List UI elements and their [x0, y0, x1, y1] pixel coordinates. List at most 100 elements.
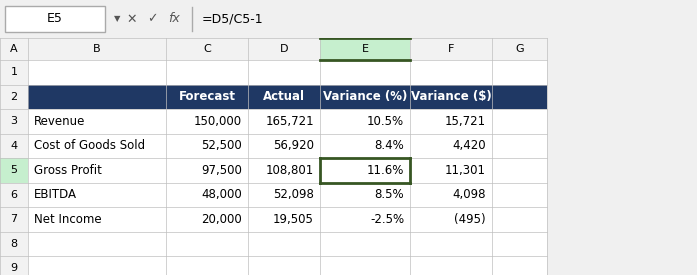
Text: Actual: Actual — [263, 90, 305, 103]
Bar — [28, 133, 166, 158]
Text: ▼: ▼ — [114, 15, 121, 23]
Text: 52,500: 52,500 — [201, 139, 242, 152]
Text: A: A — [10, 44, 18, 54]
Bar — [410, 207, 492, 232]
Text: EBITDA: EBITDA — [34, 188, 77, 201]
Text: G: G — [515, 44, 524, 54]
Bar — [410, 109, 492, 133]
Bar — [492, 207, 547, 232]
Text: 1: 1 — [10, 67, 17, 77]
Text: 150,000: 150,000 — [194, 115, 242, 128]
Text: D: D — [279, 44, 289, 54]
Bar — [28, 60, 166, 84]
Bar — [166, 133, 248, 158]
Bar — [410, 232, 492, 256]
Bar — [410, 84, 492, 109]
Bar — [320, 207, 410, 232]
Bar — [410, 158, 492, 183]
Text: ✓: ✓ — [147, 12, 158, 26]
Text: =D5/C5-1: =D5/C5-1 — [202, 12, 263, 26]
Text: 11.6%: 11.6% — [367, 164, 404, 177]
Bar — [28, 256, 166, 275]
Bar — [320, 38, 410, 60]
Bar — [166, 60, 248, 84]
Bar — [0, 133, 28, 158]
Text: 5: 5 — [10, 165, 17, 175]
Text: ✕: ✕ — [127, 12, 137, 26]
Bar — [410, 60, 492, 84]
Bar — [0, 232, 28, 256]
Bar — [166, 109, 248, 133]
Bar — [248, 256, 320, 275]
Bar — [248, 38, 320, 60]
Bar — [166, 84, 248, 109]
Bar — [248, 109, 320, 133]
Bar — [248, 183, 320, 207]
Bar — [166, 256, 248, 275]
Text: Gross Profit: Gross Profit — [34, 164, 102, 177]
Bar — [410, 38, 492, 60]
Bar — [492, 133, 547, 158]
Bar — [28, 109, 166, 133]
Text: 8.5%: 8.5% — [374, 188, 404, 201]
Bar — [410, 256, 492, 275]
Bar — [28, 183, 166, 207]
Bar — [320, 84, 410, 109]
Bar — [28, 84, 166, 109]
Bar — [410, 133, 492, 158]
Bar — [492, 60, 547, 84]
Bar — [166, 158, 248, 183]
Bar — [492, 38, 547, 60]
Text: F: F — [447, 44, 454, 54]
Bar — [410, 183, 492, 207]
Text: 165,721: 165,721 — [266, 115, 314, 128]
Text: 11,301: 11,301 — [445, 164, 486, 177]
Text: E5: E5 — [47, 12, 63, 26]
Text: 97,500: 97,500 — [201, 164, 242, 177]
Bar — [0, 256, 28, 275]
Bar — [28, 207, 166, 232]
Text: Variance (%): Variance (%) — [323, 90, 407, 103]
Bar — [0, 158, 28, 183]
Bar — [166, 207, 248, 232]
Text: 15,721: 15,721 — [445, 115, 486, 128]
Bar — [248, 133, 320, 158]
Text: 108,801: 108,801 — [266, 164, 314, 177]
Text: 9: 9 — [10, 263, 17, 273]
Bar — [492, 256, 547, 275]
Text: C: C — [203, 44, 211, 54]
Text: 4,420: 4,420 — [452, 139, 486, 152]
Bar — [320, 183, 410, 207]
Text: 20,000: 20,000 — [201, 213, 242, 226]
Bar — [248, 158, 320, 183]
Bar — [492, 183, 547, 207]
Text: Revenue: Revenue — [34, 115, 85, 128]
Bar — [0, 38, 28, 60]
Bar — [320, 60, 410, 84]
Bar — [248, 60, 320, 84]
Bar — [0, 183, 28, 207]
Bar — [248, 232, 320, 256]
Bar — [492, 109, 547, 133]
Text: 8: 8 — [10, 239, 17, 249]
Bar — [492, 84, 547, 109]
Bar — [320, 158, 410, 183]
Bar — [492, 158, 547, 183]
Text: 56,920: 56,920 — [273, 139, 314, 152]
Bar — [166, 38, 248, 60]
Text: Forecast: Forecast — [178, 90, 236, 103]
Bar — [0, 60, 28, 84]
Text: 2: 2 — [10, 92, 17, 102]
Text: 8.4%: 8.4% — [374, 139, 404, 152]
Text: (495): (495) — [454, 213, 486, 226]
Bar — [248, 207, 320, 232]
Bar — [320, 133, 410, 158]
Text: fx: fx — [168, 12, 180, 26]
Bar — [28, 232, 166, 256]
FancyBboxPatch shape — [5, 6, 105, 32]
Bar — [28, 158, 166, 183]
Text: 7: 7 — [10, 214, 17, 224]
Bar — [0, 109, 28, 133]
Text: 6: 6 — [10, 190, 17, 200]
Text: Cost of Goods Sold: Cost of Goods Sold — [34, 139, 145, 152]
